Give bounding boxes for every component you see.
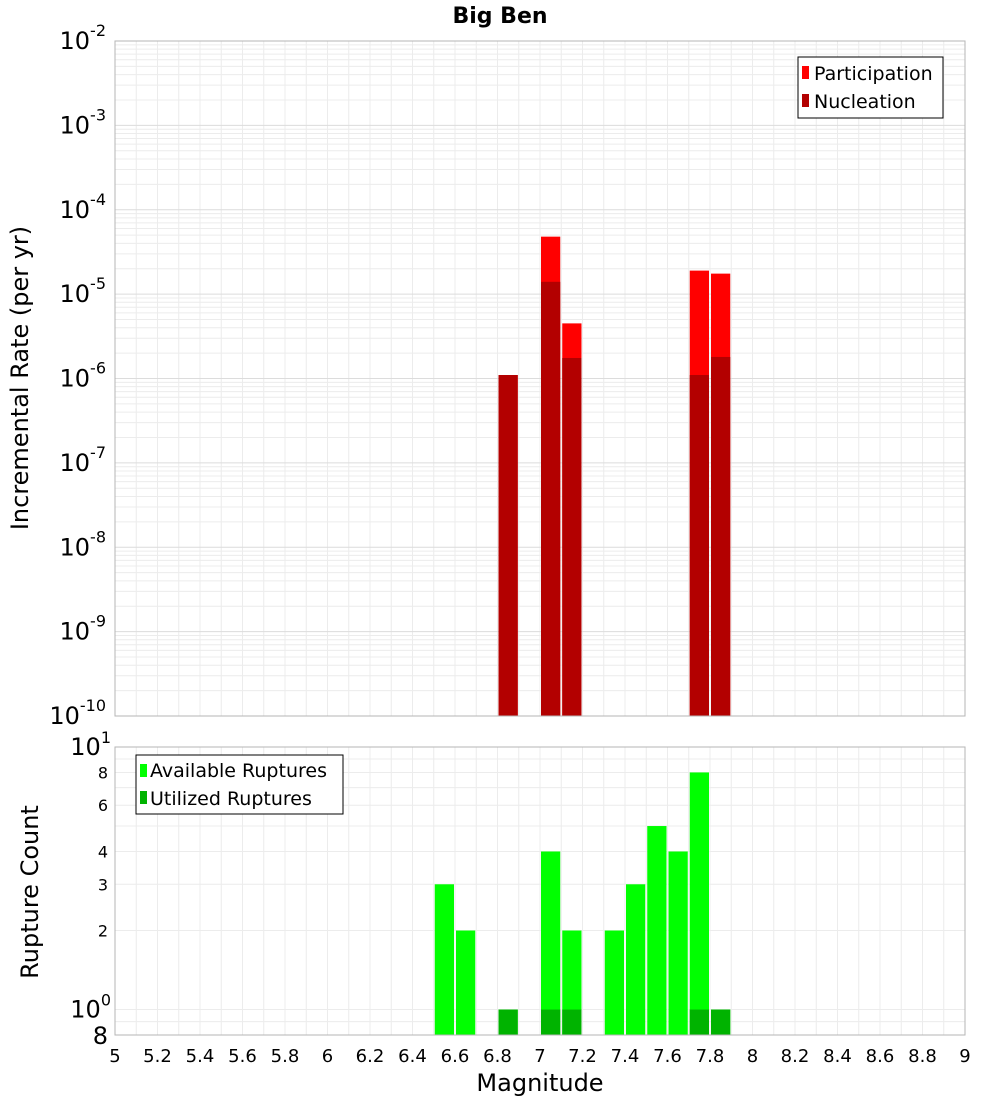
- x-tick-label: 8.8: [908, 1046, 937, 1067]
- top-y-tick-label: 10-2: [60, 21, 107, 55]
- bar-utilized-ruptures: [711, 1009, 731, 1035]
- bottom-y-minor-label: 8: [98, 763, 108, 782]
- bar-available-ruptures: [562, 930, 582, 1035]
- bar-available-ruptures: [541, 851, 561, 1035]
- bar-utilized-ruptures: [689, 1009, 709, 1035]
- chart-title: Big Ben: [452, 4, 547, 29]
- bar-nucleation: [498, 375, 518, 716]
- x-tick-label: 7.8: [696, 1046, 725, 1067]
- bottom-plot-border: [114, 746, 966, 1036]
- top-y-tick-label: 10-10: [49, 696, 106, 730]
- top-plot-border: [114, 40, 966, 717]
- top-y-tick-label: 10-4: [60, 190, 107, 224]
- x-tick-label: 8.2: [781, 1046, 810, 1067]
- bar-nucleation: [562, 357, 582, 716]
- bottom-y-minor-label: 6: [98, 796, 108, 815]
- top-y-tick-labels: 10-10 10-9 10-8 10-7 10-6 10-5 10-4 10-3 10-2: [49, 21, 106, 730]
- bottom-y-axis-label: Rupture Count: [16, 805, 44, 979]
- x-tick-label: 9: [959, 1046, 970, 1067]
- bottom-y-minor-label: 4: [98, 842, 108, 861]
- bar-nucleation: [541, 281, 561, 716]
- bottom-y-decade-label: 101: [70, 728, 111, 761]
- x-tick-label: 7.6: [653, 1046, 682, 1067]
- top-y-tick-label: 10-8: [60, 527, 107, 561]
- x-tick-label: 8: [747, 1046, 758, 1067]
- top-y-tick-label: 10-9: [60, 612, 107, 646]
- top-panel: 10-10 10-9 10-8 10-7 10-6 10-5 10-4 10-3 10-2 In…: [6, 21, 966, 730]
- top-bars: [498, 236, 731, 716]
- bottom-y-tick-labels: 100 101 2 3 4 6 8 8: [70, 728, 111, 1050]
- bar-nucleation: [689, 375, 709, 716]
- bar-available-ruptures: [668, 851, 688, 1035]
- x-axis-label: Magnitude: [476, 1069, 603, 1097]
- x-tick-label: 7.2: [568, 1046, 597, 1067]
- x-tick-label: 8.4: [823, 1046, 852, 1067]
- bar-available-ruptures: [647, 826, 667, 1035]
- x-tick-label: 6: [322, 1046, 333, 1067]
- bottom-y-decade-label: 100: [70, 991, 111, 1024]
- legend-swatch-participation: [802, 66, 809, 79]
- bottom-y-min-label: 8: [93, 1022, 108, 1050]
- x-tick-label: 7.4: [611, 1046, 640, 1067]
- x-tick-label: 6.6: [441, 1046, 470, 1067]
- bar-available-ruptures: [604, 930, 624, 1035]
- x-tick-label: 6.2: [356, 1046, 385, 1067]
- bar-available-ruptures: [434, 884, 454, 1035]
- bottom-legend: Available Ruptures Utilized Ruptures: [135, 754, 344, 815]
- x-tick-labels: 5 5.2 5.4 5.6 5.8 6 6.2 6.4 6.6 6.8 7 7.2 7.4 7.6 7.8 8…: [109, 1046, 970, 1067]
- top-y-tick-label: 10-7: [60, 443, 107, 477]
- x-tick-label: 5.4: [186, 1046, 215, 1067]
- top-legend: Participation Nucleation: [797, 56, 944, 119]
- top-y-tick-label: 10-6: [60, 359, 107, 393]
- bottom-y-minor-label: 3: [98, 875, 108, 894]
- top-y-tick-label: 10-3: [60, 105, 107, 139]
- bottom-panel: 100 101 2 3 4 6 8 8 5 5.2 5.4 5.6 5.8 6 6.2 6.4 6.6 6.8 7…: [16, 728, 971, 1097]
- x-tick-label: 5.2: [143, 1046, 172, 1067]
- legend-swatch-nucleation: [802, 94, 809, 107]
- top-grid: [114, 41, 966, 717]
- bar-utilized-ruptures: [541, 1009, 561, 1035]
- x-tick-label: 8.6: [866, 1046, 895, 1067]
- bar-utilized-ruptures: [562, 1009, 582, 1035]
- bottom-grid: [114, 746, 966, 1036]
- legend-label-utilized-ruptures: Utilized Ruptures: [150, 788, 312, 810]
- top-legend-box: [797, 56, 944, 119]
- bar-nucleation: [711, 356, 731, 716]
- top-y-axis-label: Incremental Rate (per yr): [6, 226, 34, 530]
- bottom-y-minor-label: 2: [98, 922, 108, 941]
- legend-swatch-utilized-ruptures: [140, 791, 147, 804]
- x-tick-label: 5.6: [228, 1046, 257, 1067]
- legend-label-participation: Participation: [814, 63, 933, 85]
- x-tick-label: 6.8: [483, 1046, 512, 1067]
- bar-available-ruptures: [689, 772, 709, 1035]
- bottom-bars: [434, 772, 731, 1035]
- x-tick-label: 5.8: [271, 1046, 300, 1067]
- legend-swatch-available-ruptures: [140, 764, 147, 777]
- bar-available-ruptures: [626, 884, 646, 1035]
- top-y-tick-label: 10-5: [60, 274, 107, 308]
- bottom-legend-box: [135, 754, 344, 815]
- legend-label-available-ruptures: Available Ruptures: [150, 760, 327, 782]
- bar-available-ruptures: [456, 930, 476, 1035]
- x-tick-label: 5: [109, 1046, 120, 1067]
- x-tick-label: 7: [534, 1046, 545, 1067]
- x-tick-label: 6.4: [398, 1046, 427, 1067]
- bar-utilized-ruptures: [498, 1009, 518, 1035]
- legend-label-nucleation: Nucleation: [814, 91, 916, 113]
